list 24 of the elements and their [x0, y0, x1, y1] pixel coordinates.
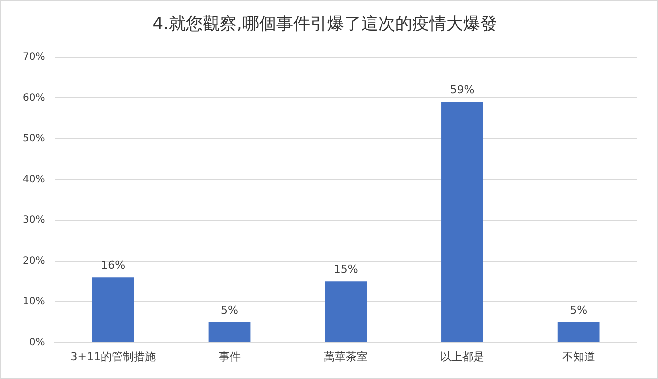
y-tick-label: 10%	[22, 296, 46, 308]
data-label: 5%	[221, 304, 238, 317]
x-tick-label: 3+11的管制措施	[70, 350, 156, 364]
data-label: 5%	[570, 304, 588, 317]
bar	[558, 322, 600, 342]
y-tick-label: 30%	[22, 215, 46, 226]
data-label: 16%	[101, 258, 126, 272]
x-tick-label: 事件	[218, 350, 241, 364]
bar	[325, 282, 368, 342]
bar	[442, 102, 484, 342]
y-tick-label: 20%	[22, 256, 46, 267]
x-tick-label: 萬華茶室	[324, 350, 368, 364]
y-tick-label: 60%	[22, 92, 46, 104]
x-tick-label: 不知道	[562, 350, 596, 364]
y-tick-label: 50%	[22, 134, 46, 145]
chart-title: 4.就您觀察,哪個事件引爆了這次的疫情大爆發	[152, 14, 498, 35]
y-tick-label: 40%	[22, 174, 46, 186]
bar	[208, 322, 251, 342]
y-tick-label: 70%	[22, 52, 46, 63]
bar	[92, 278, 134, 342]
x-tick-label: 以上都是	[440, 350, 484, 364]
data-label: 59%	[450, 84, 475, 97]
data-label: 15%	[334, 263, 358, 276]
y-tick-label: 0%	[29, 337, 46, 348]
